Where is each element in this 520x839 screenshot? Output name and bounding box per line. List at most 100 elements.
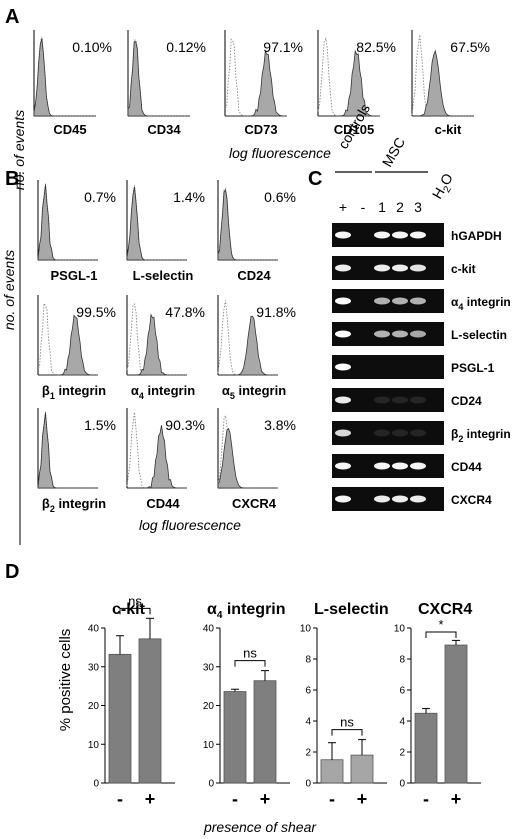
gel-band-3-2 xyxy=(374,330,390,338)
gel-band-6-0 xyxy=(335,429,351,437)
panel-b-label: B xyxy=(5,168,19,190)
chart-ytick-label-3-1: 2 xyxy=(399,748,405,759)
panel-b-xlabel: log fluorescence xyxy=(139,517,241,533)
panel-a-percent-4: 67.5% xyxy=(450,39,490,55)
gel-gene-6-rest: integrin xyxy=(463,427,510,441)
chart-sig-label-2: ns xyxy=(340,715,354,730)
gel-gene-2-rest: integrin xyxy=(463,295,510,309)
panel-b-6-sample-curve xyxy=(37,412,98,489)
gel-gene-2: α4 integrin xyxy=(451,295,511,312)
panel-b-marker-4: α4 integrin xyxy=(131,383,195,401)
panel-b-8-sample-curve xyxy=(217,427,278,489)
chart-sig-label-1: ns xyxy=(243,646,257,661)
gel-band-8-2 xyxy=(374,495,390,503)
panel-a-marker-4: c-kit xyxy=(435,122,462,137)
gel-band-6-3 xyxy=(392,429,408,437)
gel-band-2-4 xyxy=(410,297,426,305)
gel-lane-1: - xyxy=(361,199,366,215)
panel-b-6-histogram xyxy=(37,408,98,489)
gel-lane-2: 1 xyxy=(378,199,386,215)
chart-sig-label-0: ns xyxy=(128,593,142,608)
panel-b-marker-2: CD24 xyxy=(237,268,271,283)
gel-gene-2-sub: 4 xyxy=(458,302,463,312)
panel-b-3-sample-curve xyxy=(38,314,98,376)
panel-b-percent-0: 0.7% xyxy=(84,189,116,205)
panel-a-c-kit-sample-curve xyxy=(412,49,474,117)
gel-water-rest: O xyxy=(437,170,456,188)
gel-band-0-4 xyxy=(410,231,426,239)
chart-ytick-label-2-0: 0 xyxy=(305,779,311,790)
chart-category-3-1: + xyxy=(451,789,462,809)
chart-ytick-label-0-1: 10 xyxy=(88,740,100,751)
chart-1: α4 integrin 0 10 20 30 40 - + ns xyxy=(203,601,290,809)
gel-band-5-0 xyxy=(335,396,351,404)
gel-band-5-3 xyxy=(392,396,408,404)
gel-band-3-4 xyxy=(410,330,426,338)
gel-band-6-2 xyxy=(374,429,390,437)
chart-bar-3-1 xyxy=(444,644,468,784)
panel-a-xlabel: log fluorescence xyxy=(229,145,331,161)
chart-ytick-label-3-0: 0 xyxy=(399,779,405,790)
panel-b-percent-3: 99.5% xyxy=(76,304,116,320)
panel-b-7-histogram xyxy=(126,408,187,489)
chart-ytick-label-3-4: 8 xyxy=(399,655,405,666)
chart-ytick-label-0-2: 20 xyxy=(88,701,100,712)
chart-ytick-label-3-2: 4 xyxy=(399,717,405,728)
gel-band-0-0 xyxy=(335,231,351,239)
panel-b-marker-3-sub: 1 xyxy=(50,391,55,401)
gel-band-0-2 xyxy=(374,231,390,239)
panel-b-4-sample-curve xyxy=(127,313,187,376)
panel-b-8-histogram xyxy=(217,408,278,489)
gel-band-7-4 xyxy=(410,462,426,470)
panel-a-histograms: 0.10% CD45 0.12% CD34 97.1% CD73 82.5% CD105 67.… xyxy=(33,30,490,137)
gel-gene-0: hGAPDH xyxy=(451,229,502,243)
gel-gene-1: c-kit xyxy=(451,262,476,276)
gel-water-label: H2O xyxy=(429,170,460,203)
panel-b-histograms: 0.7% PSGL-1 1.4% L-selectin 0.6% CD24 99.5% β1 … xyxy=(37,180,296,514)
chart-ytick-label-0-3: 30 xyxy=(88,662,100,673)
gel-gene-8: CXCR4 xyxy=(451,493,492,507)
panel-b-marker-3: β1 integrin xyxy=(42,383,106,401)
gel-band-0-3 xyxy=(392,231,408,239)
panel-b-percent-4: 47.8% xyxy=(165,304,205,320)
panel-b-5-sample-curve xyxy=(218,315,278,376)
panel-a-c-kit-histogram xyxy=(411,30,474,117)
chart-category-0-1: + xyxy=(145,789,156,809)
gel-msc-label: MSC xyxy=(379,135,408,170)
gel-band-8-4 xyxy=(410,495,426,503)
chart-title-1: α4 integrin xyxy=(207,601,286,621)
panel-a-cd105-histogram xyxy=(317,30,380,117)
gel-band-8-3 xyxy=(392,495,408,503)
chart-sig-bracket-3 xyxy=(425,631,457,638)
chart-ytick-label-2-2: 4 xyxy=(305,717,311,728)
panel-b-5-histogram xyxy=(217,295,278,376)
panel-b-2-sample-curve xyxy=(217,189,278,261)
chart-bar-0-1 xyxy=(138,638,162,784)
chart-sig-bracket-0 xyxy=(119,607,151,615)
panel-b-marker-7: CD44 xyxy=(146,496,180,511)
panel-b-1-sample-curve xyxy=(126,186,187,261)
chart-bar-2-1 xyxy=(350,754,374,784)
panel-b-marker-4-sub: 4 xyxy=(139,391,144,401)
panel-b-marker-3-rest: integrin xyxy=(55,383,106,398)
panel-a-marker-1: CD34 xyxy=(147,122,181,137)
panel-b-marker-5-rest: integrin xyxy=(235,383,286,398)
chart-title-base-1: α xyxy=(207,601,217,618)
gel-gene-6-base: β xyxy=(451,427,458,441)
panel-a-cd73-histogram xyxy=(224,30,287,117)
panel-b-marker-6-sub: 2 xyxy=(50,504,55,514)
gel-water-sub: 2 xyxy=(442,184,455,195)
gel-band-2-2 xyxy=(374,297,390,305)
gel-gene-6: β2 integrin xyxy=(451,427,511,444)
gel-gene-4: PSGL-1 xyxy=(451,361,495,375)
panel-b-marker-3-base: β xyxy=(42,383,50,398)
chart-ytick-label-1-3: 30 xyxy=(203,662,215,673)
chart-ytick-label-1-0: 0 xyxy=(208,779,214,790)
panel-b-percent-6: 1.5% xyxy=(84,417,116,433)
chart-2: L-selectin 0 2 4 6 8 10 - + ns xyxy=(300,601,389,809)
chart-ytick-label-2-4: 8 xyxy=(305,655,311,666)
panel-b-percent-5: 91.8% xyxy=(256,304,296,320)
panel-b-marker-4-base: α xyxy=(131,383,139,398)
panel-b-5-control-curve xyxy=(217,300,278,376)
